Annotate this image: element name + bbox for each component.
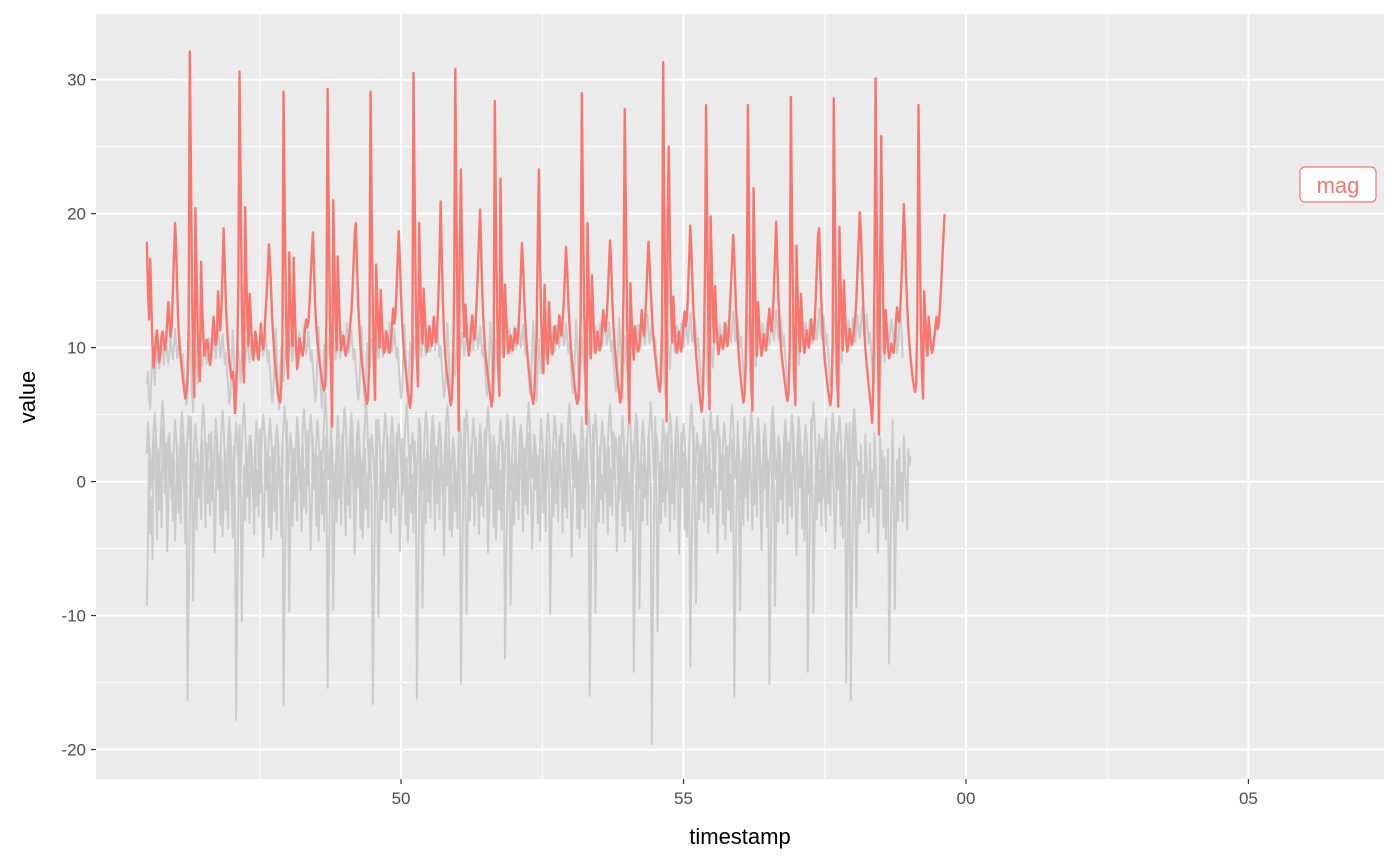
- x-axis-title: timestamp: [689, 824, 790, 849]
- y-axis: -20 -10 0 10 20 30: [61, 71, 96, 760]
- series-tag-box: [1299, 166, 1377, 203]
- x-tick-label: 00: [957, 789, 976, 808]
- y-tick-label: -10: [61, 607, 86, 626]
- x-tick-label: 50: [392, 789, 411, 808]
- y-axis-title: value: [15, 371, 40, 424]
- y-tick-label: 20: [67, 205, 86, 224]
- x-tick-label: 55: [674, 789, 693, 808]
- background-series-line-2: [145, 392, 860, 503]
- y-tick-label: -20: [61, 741, 86, 760]
- series-layer: [145, 50, 946, 746]
- x-axis: 50 55 00 05: [392, 779, 1258, 808]
- x-tick-label: 05: [1239, 789, 1258, 808]
- y-tick-label: 30: [67, 71, 86, 90]
- y-tick-label: 10: [67, 339, 86, 358]
- plot-panel: [96, 14, 1384, 779]
- series-tag-label: mag: [1317, 173, 1360, 198]
- series-tag-mag: mag: [1299, 166, 1377, 203]
- background-series-line-3: [145, 306, 904, 413]
- series-line-mag: [145, 50, 946, 436]
- y-tick-label: 0: [77, 473, 86, 492]
